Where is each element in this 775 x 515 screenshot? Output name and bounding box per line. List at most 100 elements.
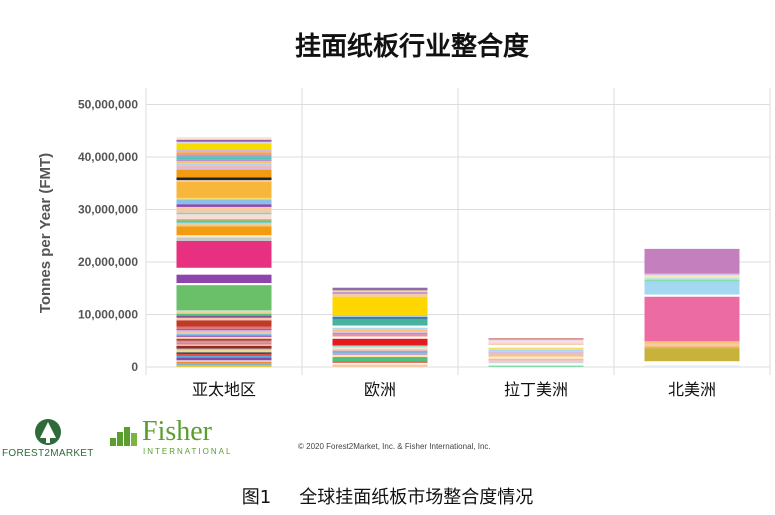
bar-segment [644,346,740,349]
bar-segment [176,141,272,144]
bar-segment [488,351,584,355]
bar-segment [176,163,272,166]
y-tick-label: 10,000,000 [78,308,138,322]
bar-segment [176,313,272,317]
bar-segment [644,276,740,279]
bar-stack [644,248,740,367]
bar-segment [176,237,272,241]
bar-segment [176,285,272,311]
bar-segment [176,360,272,362]
bar-segment [176,337,272,339]
bar-segment [332,332,428,335]
fisher-name: Fisher [142,416,212,447]
bar-segment [176,143,272,150]
bar-segment [176,180,272,182]
x-axis-ticks: 亚太地区 欧洲 拉丁美洲 北美洲 [192,380,716,399]
bar-segment [176,283,272,286]
bar-segment [176,340,272,343]
bar-segment [176,274,272,283]
bar-segment [332,349,428,351]
bar-segment [332,364,428,367]
bar-segment [176,333,272,336]
bar-segment [332,318,428,326]
bar-segment [644,278,740,280]
bar-segment [176,220,272,223]
bar-segment [332,354,428,358]
bar-segment [176,168,272,170]
bar-segment [332,338,428,346]
bar-segment [176,199,272,205]
bar-segment [644,279,740,282]
bar-segment [176,197,272,200]
bar-segment [332,357,428,362]
x-tick-label: 欧洲 [364,380,396,399]
bar-segment [332,296,428,316]
bar-segment [176,320,272,327]
bar-segment [176,361,272,364]
bar-segment [644,348,740,362]
bar-segment [644,294,740,297]
bar-segment [176,226,272,236]
chart: 挂面纸板行业整合度 Tonnes per Year (FMT) 0 10,000,… [37,31,771,399]
bar-segment [176,165,272,169]
bar-segment [176,222,272,225]
fisher-logo: Fisher INTERNATIONAL [110,416,250,462]
bar-segment [176,312,272,314]
bar-segment [176,157,272,160]
bar-stack [488,338,584,367]
bar-segment [644,361,740,366]
bar-segment [176,137,272,140]
bar-segment [644,273,740,276]
chart-title: 挂面纸板行业整合度 [295,31,529,62]
bar-segment [488,339,584,342]
footer-logos: FOREST2MARKET Fisher INTERNATIONAL © 202… [0,416,775,468]
fisher-subtitle: INTERNATIONAL [143,447,233,456]
bars [176,137,740,367]
bar-segment [176,154,272,158]
bar-segment [176,316,272,318]
bar-segment [332,361,428,363]
y-tick-label: 40,000,000 [78,150,138,164]
bar-segment [488,341,584,344]
bar-segment [644,275,740,277]
bar-segment [176,338,272,341]
bar-segment [488,347,584,350]
figure-caption-text: 全球挂面纸板市场整合度情况 [299,487,534,508]
bar-segment [176,218,272,221]
bar-segment [488,360,584,364]
bar-segment [176,267,272,275]
bar-segment [332,315,428,318]
forest2market-logo: FOREST2MARKET [2,418,102,462]
y-axis-label: Tonnes per Year (FMT) [37,153,54,313]
x-tick-label: 拉丁美洲 [504,380,568,399]
bar-segment [332,362,428,365]
bar-segment [176,177,272,181]
forest2market-text: FOREST2MARKET [2,448,94,459]
bar-segment [332,347,428,350]
bar-segment [176,235,272,238]
bar-segment [176,353,272,356]
bar-segment [644,341,740,344]
bar-segment [176,332,272,334]
fisher-bars-icon [110,427,137,446]
bar-segment [176,365,272,367]
bar-segment [176,159,272,162]
bar-segment [176,224,272,227]
bar-segment [644,343,740,347]
copyright-text: © 2020 Forest2Market, Inc. & Fisher Inte… [298,442,491,451]
bar-segment [176,152,272,155]
bar-segment [332,287,428,291]
bar-stack [332,287,428,367]
tree-icon [35,419,61,445]
y-tick-label: 0 [131,360,138,374]
bar-segment [176,206,272,213]
bar-segment [176,204,272,207]
bar-segment [176,335,272,338]
bar-segment [176,355,272,358]
figure-caption: 图1 全球挂面纸板市场整合度情况 [0,483,775,509]
bar-segment [176,342,272,345]
figure-number: 图1 [241,487,272,508]
bar-segment [488,356,584,359]
bar-segment [332,290,428,292]
bar-segment [176,161,272,164]
